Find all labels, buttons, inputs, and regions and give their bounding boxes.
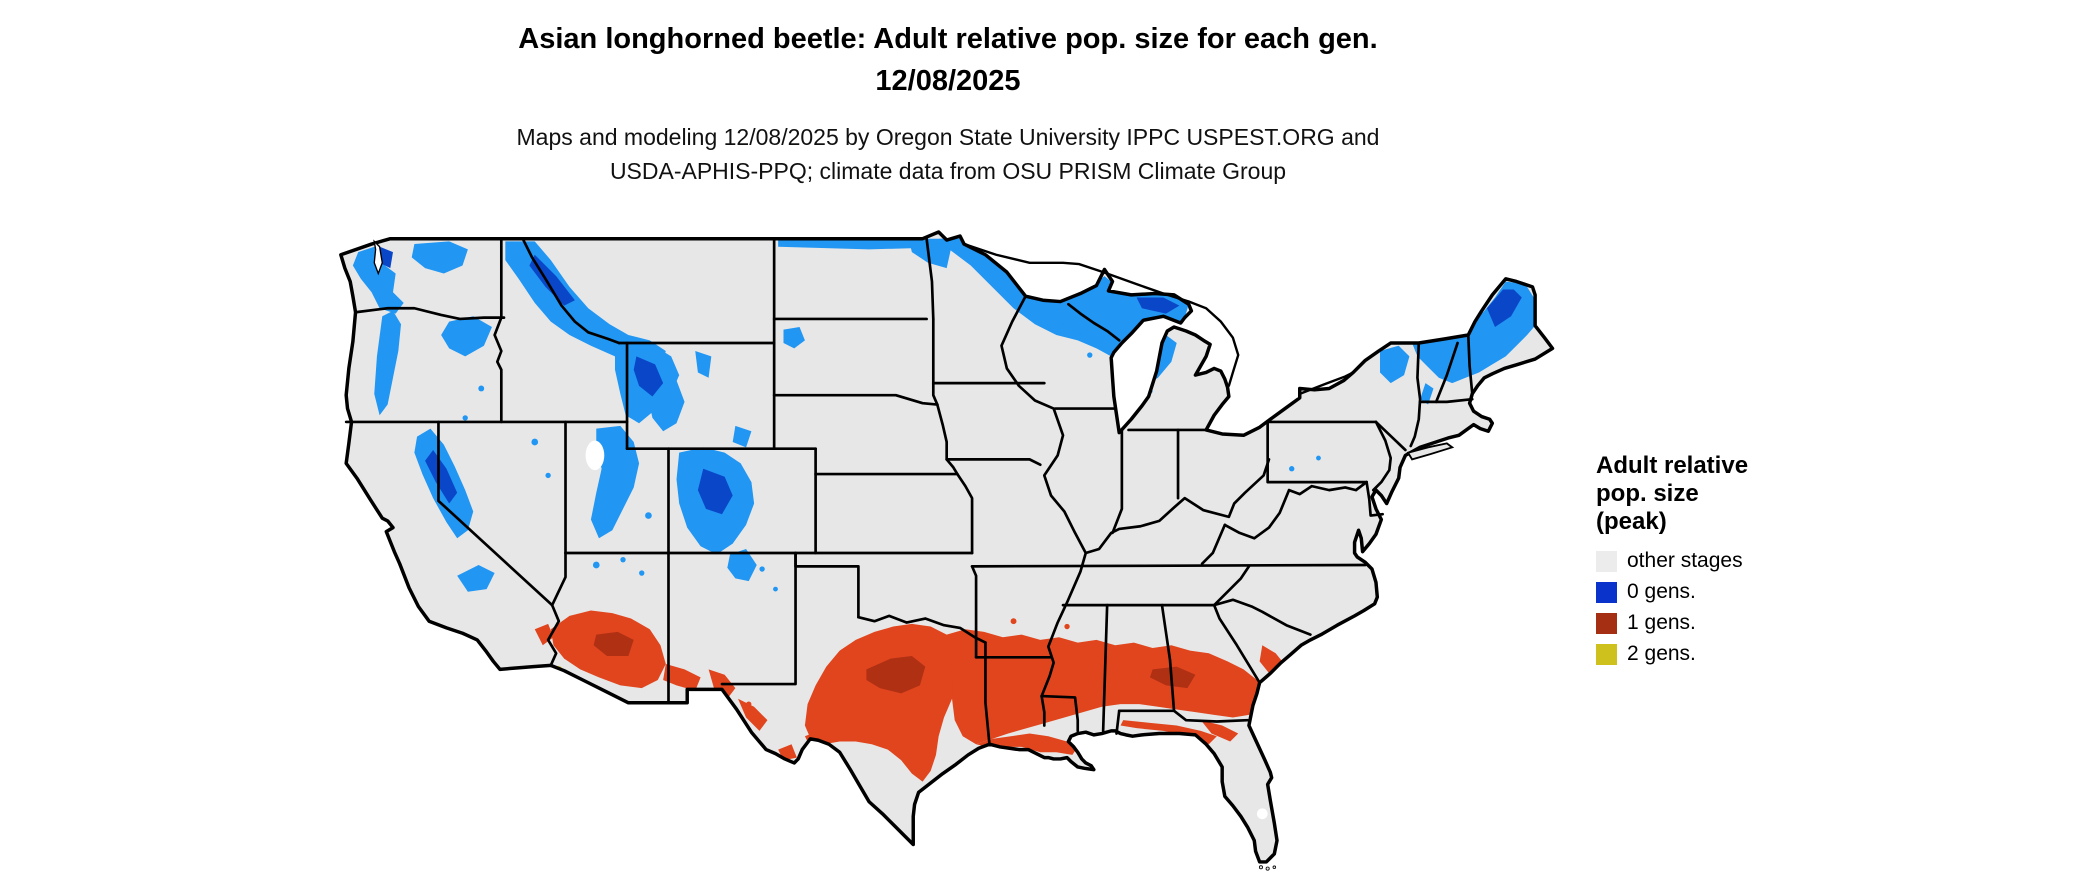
great-salt-lake <box>585 440 605 471</box>
water-features <box>373 239 1455 871</box>
legend-swatch-other-stages <box>1596 550 1617 572</box>
legend-swatch-1-gens <box>1596 612 1617 634</box>
us-map <box>334 228 1558 886</box>
legend-swatch-2-gens <box>1596 643 1617 665</box>
legend-item-other-stages: other stages <box>1596 548 1876 574</box>
legend-title-line1: Adult relative <box>1596 452 1749 479</box>
zero-gens-dark-region <box>379 246 1522 515</box>
florida-keys <box>1272 865 1277 870</box>
legend-item-2-gens: 2 gens. <box>1596 641 1876 667</box>
subtitle: Maps and modeling 12/08/2025 by Oregon S… <box>0 120 1896 188</box>
page-title-date: 12/08/2025 <box>875 65 1021 97</box>
page-title-line1: Asian longhorned beetle: Adult relative … <box>518 23 1378 55</box>
us-base-land <box>340 232 1553 862</box>
legend-label-other-stages: other stages <box>1627 549 1743 572</box>
legend-title-line2: pop. size <box>1596 480 1699 507</box>
florida-keys <box>1258 865 1263 870</box>
lake-okeechobee <box>1256 808 1268 820</box>
header: Asian longhorned beetle: Adult relative … <box>0 22 1896 188</box>
long-island <box>1406 442 1455 461</box>
legend-title: Adult relative pop. size (peak) <box>1596 452 1876 536</box>
lake-border-lines <box>962 242 1355 396</box>
legend-label-0-gens: 0 gens. <box>1627 580 1696 603</box>
state-borders <box>344 237 1474 746</box>
puget-sound <box>373 239 383 276</box>
legend-item-1-gens: 1 gens. <box>1596 610 1876 636</box>
legend-items: other stages 0 gens. 1 gens. 2 gens. <box>1596 548 1876 667</box>
legend-item-0-gens: 0 gens. <box>1596 579 1876 605</box>
one-gen-dark-region <box>593 631 1196 694</box>
legend-swatch-0-gens <box>1596 581 1617 603</box>
legend-title-line3: (peak) <box>1596 508 1667 535</box>
subtitle-line1: Maps and modeling 12/08/2025 by Oregon S… <box>516 124 1380 150</box>
florida-keys <box>1265 866 1270 871</box>
legend: Adult relative pop. size (peak) other st… <box>1596 452 1876 672</box>
us-map-svg <box>339 230 1555 871</box>
legend-label-1-gens: 1 gens. <box>1627 611 1696 634</box>
subtitle-line2: USDA-APHIS-PPQ; climate data from OSU PR… <box>609 158 1287 184</box>
legend-label-2-gens: 2 gens. <box>1627 642 1696 665</box>
